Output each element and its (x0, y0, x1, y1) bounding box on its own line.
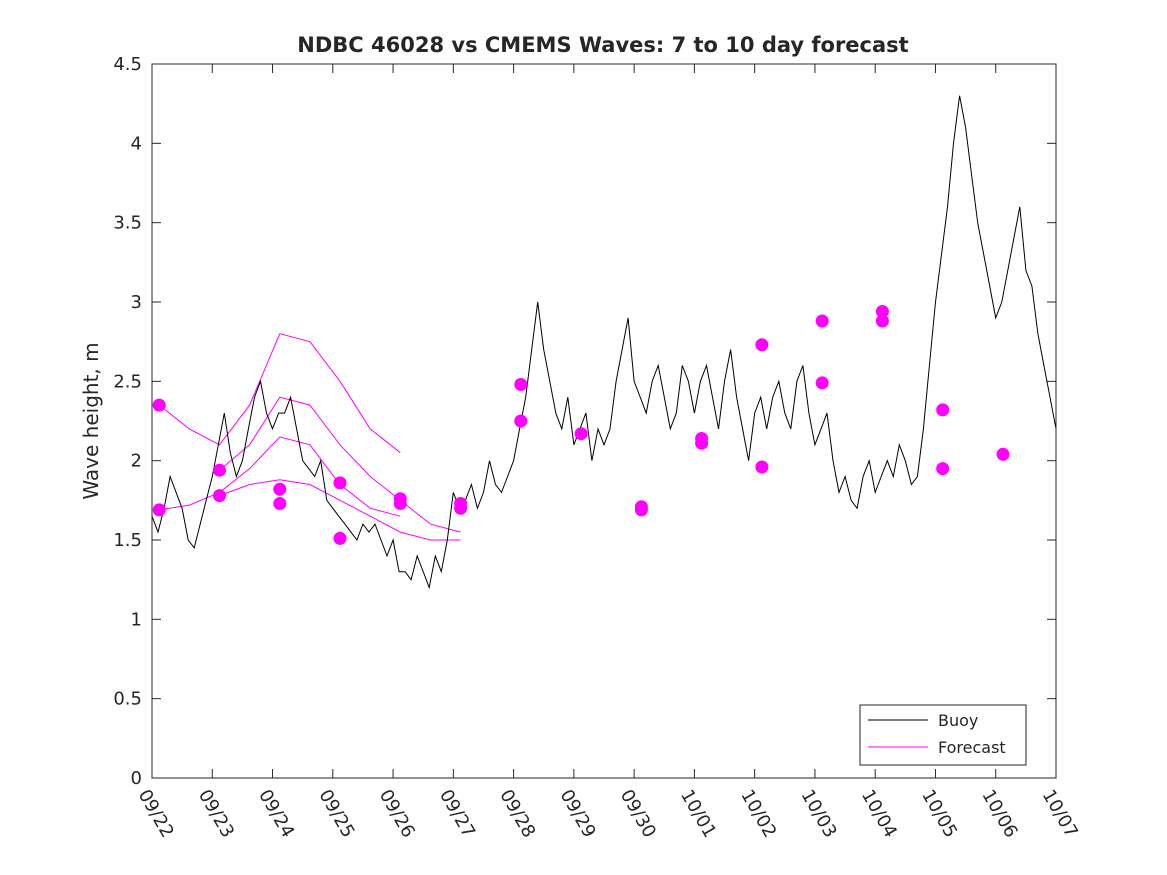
forecast-marker (454, 501, 468, 515)
legend-buoy-label: Buoy (938, 711, 978, 730)
y-tick-label: 0.5 (113, 689, 142, 710)
chart-title: NDBC 46028 vs CMEMS Waves: 7 to 10 day f… (297, 33, 908, 57)
forecast-marker (755, 338, 769, 352)
forecast-marker (996, 447, 1010, 461)
forecast-marker (514, 414, 528, 428)
forecast-marker (936, 403, 950, 417)
forecast-line (219, 396, 461, 533)
forecast-marker (213, 463, 226, 477)
forecast-marker (152, 398, 166, 412)
forecast-marker (634, 503, 648, 517)
y-tick-label: 1.5 (113, 530, 142, 551)
forecast-line (158, 333, 401, 454)
series-layer (151, 95, 1057, 590)
y-tick-label: 0 (131, 768, 142, 789)
forecast-marker (393, 497, 407, 510)
forecast-marker (875, 305, 889, 318)
forecast-marker (273, 497, 287, 510)
forecast-marker (755, 460, 769, 474)
forecast-marker (936, 462, 950, 476)
forecast-marker (213, 489, 226, 503)
y-tick-labels: 0 0.5 1 1.5 2 2.5 3 3.5 4 4.5 (113, 54, 142, 789)
forecast-marker (333, 476, 347, 490)
y-tick-label: 4 (131, 133, 142, 154)
plot-frame (151, 63, 1057, 779)
y-tick-label: 3.5 (113, 213, 142, 234)
forecast-line (159, 436, 401, 517)
y-tick-label: 4.5 (113, 54, 142, 75)
legend-forecast-label: Forecast (938, 738, 1006, 757)
forecast-marker (333, 531, 347, 545)
forecast-marker (695, 436, 709, 450)
y-tick-label: 3 (131, 292, 142, 313)
y-tick-label: 2 (131, 451, 142, 472)
buoy-line (151, 95, 1057, 590)
y-tick-label: 1 (131, 609, 142, 630)
plot-area (152, 64, 1056, 778)
y-tick-label: 2.5 (113, 371, 142, 392)
forecast-marker (574, 427, 588, 441)
legend-box (859, 704, 1027, 766)
y-axis-label: Wave height, m (79, 342, 103, 499)
forecast-marker (152, 503, 166, 517)
forecast-marker (875, 314, 889, 328)
forecast-marker (273, 482, 287, 496)
forecast-marker (815, 314, 829, 328)
forecast-line (219, 479, 461, 541)
forecast-marker (815, 376, 829, 390)
forecast-marker (514, 378, 528, 391)
legend: Buoy Forecast (859, 704, 1027, 766)
